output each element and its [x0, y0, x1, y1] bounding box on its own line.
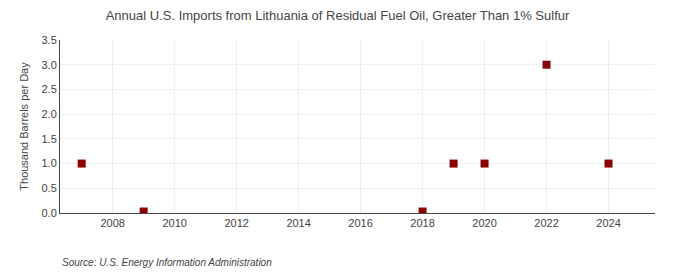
svg-text:2008: 2008 — [100, 217, 124, 229]
svg-text:0.0: 0.0 — [42, 207, 57, 219]
svg-text:3.0: 3.0 — [42, 59, 57, 71]
svg-text:2016: 2016 — [348, 217, 372, 229]
svg-text:Annual U.S. Imports from Lithu: Annual U.S. Imports from Lithuania of Re… — [106, 8, 570, 23]
svg-text:2018: 2018 — [410, 217, 434, 229]
svg-text:1.5: 1.5 — [42, 133, 57, 145]
svg-text:Source: U.S. Energy Informatio: Source: U.S. Energy Information Administ… — [62, 257, 272, 268]
svg-text:2020: 2020 — [472, 217, 496, 229]
svg-text:2024: 2024 — [596, 217, 620, 229]
svg-text:3.5: 3.5 — [42, 34, 57, 46]
svg-text:0.5: 0.5 — [42, 182, 57, 194]
svg-text:2010: 2010 — [162, 217, 186, 229]
svg-text:2.0: 2.0 — [42, 108, 57, 120]
svg-text:2.5: 2.5 — [42, 83, 57, 95]
svg-text:2022: 2022 — [534, 217, 558, 229]
svg-text:1.0: 1.0 — [42, 157, 57, 169]
svg-text:2012: 2012 — [224, 217, 248, 229]
svg-text:Thousand Barrels per Day: Thousand Barrels per Day — [18, 62, 30, 191]
svg-text:2014: 2014 — [286, 217, 310, 229]
